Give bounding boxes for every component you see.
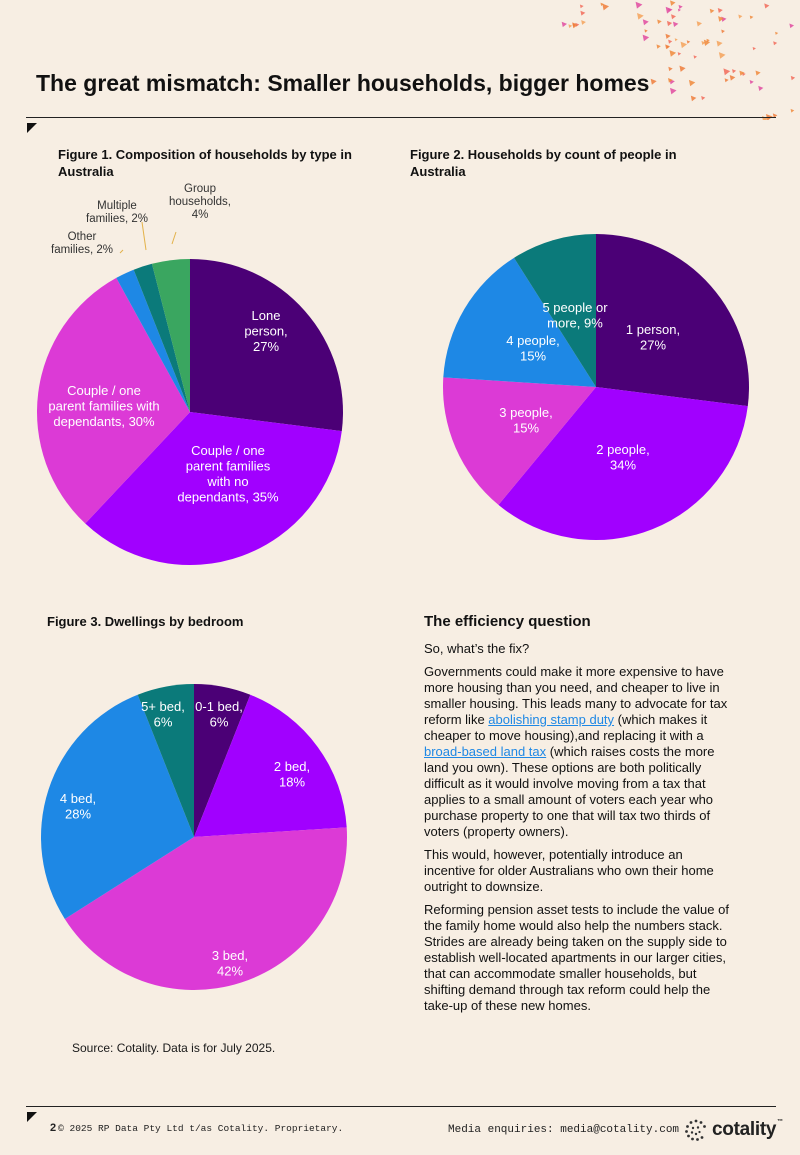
footer-corner-mark-icon — [27, 1112, 37, 1122]
source-note: Source: Cotality. Data is for July 2025. — [72, 1041, 276, 1055]
pie-label-4-bed: 4 bed, 28% — [60, 791, 96, 822]
copyright-text: © 2025 RP Data Pty Ltd t/as Cotality. Pr… — [58, 1123, 344, 1134]
leader-line-other-families — [119, 249, 124, 254]
cotality-logo: cotality™ — [684, 1116, 783, 1144]
pie-label-lone-person: Lone person, 27% — [244, 308, 287, 354]
pie-slice-other-families — [116, 269, 190, 412]
section-heading: The efficiency question — [424, 613, 591, 630]
pie-slice-2-people — [498, 387, 748, 541]
pie-slice-5-people-or-more — [514, 234, 596, 387]
pie-label-1-person: 1 person, 27% — [626, 322, 680, 353]
pie-slice-4-people — [443, 257, 596, 387]
pie-label-couple-one-parent-families-with-no-dependants: Couple / one parent families with no depend… — [177, 443, 279, 505]
article-body: So, what’s the fix? Governments could ma… — [424, 641, 734, 1021]
pie-label-3-bed: 3 bed, 42% — [212, 948, 248, 979]
paragraph-2-text-a: Governments could make it more expensive… — [424, 664, 728, 727]
leader-line-group-households — [171, 231, 177, 245]
pie-slice-0-1-bed — [194, 684, 251, 837]
pie-slice-2-bed — [194, 694, 347, 837]
page-title: The great mismatch: Smaller households, … — [36, 70, 650, 96]
pie-slice-couple-one-parent-families-with-no-dependants — [85, 412, 342, 565]
pie-label-2-people: 2 people, 34% — [596, 442, 650, 473]
figure-2-title-line2: Australia — [410, 164, 466, 179]
figure-1-title-line1: Figure 1. Composition of households by t… — [58, 147, 352, 162]
figure-3-pie-chart: 0-1 bed, 6% 2 bed, 18% 3 bed, 42% 4 bed, 28% 5+ … — [41, 684, 348, 990]
figure-1-title: Figure 1. Composition of households by t… — [58, 146, 378, 180]
pie-slice-5-bed — [137, 684, 194, 837]
pie-slice-3-people — [442, 377, 596, 505]
logo-wordmark: cotality™ — [712, 1119, 783, 1141]
pie-label-5-people-or-more: 5 people or more, 9% — [542, 300, 608, 331]
broad-based-land-tax-link[interactable]: broad-based land tax — [424, 744, 547, 759]
figure-2-pie-chart: 1 person, 27% 2 people, 34% 3 people, 15% 4 pe… — [442, 234, 749, 541]
pie-label-group-households: Group households, 4% — [169, 183, 231, 221]
pie-label-3-people: 3 people, 15% — [499, 405, 553, 436]
pie-label-multiple-families: Multiple families, 2% — [86, 200, 148, 225]
pie-slice-1-person — [596, 234, 749, 407]
paragraph-2-text-b: (which makes it cheaper to move housing)… — [424, 712, 708, 743]
decorative-confetti — [561, 0, 796, 120]
logo-trademark: ™ — [777, 1119, 783, 1125]
logo-text: cotality — [712, 1119, 777, 1140]
media-enquiries: Media enquiries: media@cotality.com — [448, 1124, 680, 1136]
footer-divider — [26, 1106, 776, 1107]
pie-label-0-1-bed: 0-1 bed, 6% — [195, 699, 243, 730]
figure-1-pie-chart: Lone person, 27% Couple / one parent familie… — [37, 183, 343, 565]
abolishing-stamp-duty-link[interactable]: abolishing stamp duty — [488, 712, 615, 727]
paragraph-3: This would, however, potentially introdu… — [424, 847, 714, 894]
pie-label-2-bed: 2 bed, 18% — [274, 759, 310, 790]
figure-2-title-line1: Figure 2. Households by count of people … — [410, 147, 677, 162]
pie-slice-4-bed — [41, 694, 194, 919]
figure-2-title: Figure 2. Households by count of people … — [410, 146, 730, 180]
paragraph-1: So, what’s the fix? — [424, 641, 530, 656]
figure-1-title-line2: Australia — [58, 164, 114, 179]
cotality-logo-icon — [685, 1119, 706, 1141]
pie-slice-lone-person — [190, 259, 343, 432]
pie-slice-group-households — [151, 259, 190, 412]
leader-line-multiple-families — [141, 221, 147, 251]
paragraph-4: Reforming pension asset tests to include… — [424, 902, 729, 1013]
pie-label-5-bed: 5+ bed, 6% — [141, 699, 185, 730]
pie-slice-multiple-families — [133, 263, 190, 412]
footer-copyright: 2 © 2025 RP Data Pty Ltd t/as Cotality. P… — [50, 1122, 343, 1134]
pie-slice-couple-one-parent-families-with-dependants — [37, 277, 190, 524]
pie-label-couple-one-parent-families-with-dependants: Couple / one parent families with dependan… — [48, 383, 159, 429]
page-number: 2 — [50, 1122, 57, 1134]
header-divider — [26, 117, 776, 118]
corner-mark-icon — [27, 123, 37, 133]
paragraph-2-text-c: (which raises costs the more land you ow… — [424, 744, 715, 839]
pie-label-other-families: Other families, 2% — [51, 231, 113, 256]
pie-slice-3-bed — [64, 827, 348, 990]
pie-label-4-people: 4 people, 15% — [506, 333, 560, 364]
figure-3-title: Figure 3. Dwellings by bedroom — [47, 614, 244, 629]
paragraph-2: Governments could make it more expensive… — [424, 664, 734, 840]
